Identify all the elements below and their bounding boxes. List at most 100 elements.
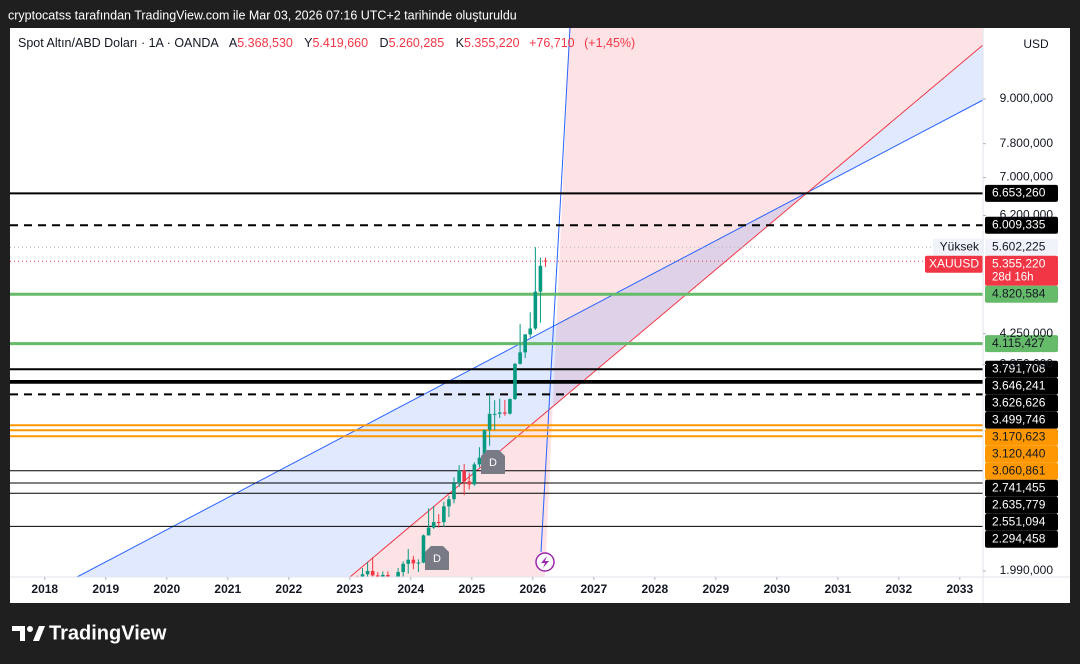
candle-body bbox=[452, 483, 456, 500]
brand-logo: TradingView bbox=[12, 622, 167, 644]
candle-body bbox=[442, 506, 446, 523]
x-tick-label: 2025 bbox=[458, 582, 485, 596]
change-pct: (+1,45%) bbox=[584, 36, 635, 50]
y-tick-label: 6.200,000 bbox=[1000, 208, 1054, 222]
brand-text: TradingView bbox=[49, 622, 167, 644]
trend-line bbox=[540, 28, 571, 553]
candle-body bbox=[370, 570, 375, 576]
y-tick-label: 7.000,000 bbox=[1000, 170, 1054, 184]
price-label: 6.009,335 bbox=[992, 217, 1046, 231]
candle-body bbox=[457, 470, 461, 484]
candle-body bbox=[523, 334, 527, 353]
candle-body bbox=[467, 481, 472, 485]
marker-label: D bbox=[489, 457, 497, 469]
candle-body bbox=[381, 574, 385, 577]
drawings bbox=[76, 28, 983, 577]
candle-body bbox=[447, 499, 451, 507]
price-label-box bbox=[985, 377, 1058, 395]
price-label-box bbox=[985, 479, 1058, 497]
price-label: 2.294,458 bbox=[992, 531, 1046, 545]
price-label-box bbox=[985, 530, 1058, 548]
price-label-box bbox=[985, 445, 1058, 463]
candle-body bbox=[538, 265, 543, 292]
candle-body bbox=[518, 352, 522, 364]
symbol-title: Spot Altın/ABD Doları · 1A · OANDA bbox=[18, 36, 219, 50]
price-tag-box bbox=[933, 238, 983, 256]
x-tick-label: 2030 bbox=[763, 582, 790, 596]
x-tick-label: 2021 bbox=[214, 582, 241, 596]
price-label: 2.635,779 bbox=[992, 497, 1046, 511]
price-label-box bbox=[985, 411, 1058, 429]
price-label: 3.060,861 bbox=[992, 463, 1046, 477]
candle-body bbox=[508, 399, 512, 414]
red-zone bbox=[350, 28, 983, 577]
candle-body bbox=[513, 363, 517, 400]
price-label: 4.115,427 bbox=[992, 336, 1045, 350]
price-label-box bbox=[985, 428, 1058, 446]
candle-body bbox=[411, 559, 416, 564]
x-tick-label: 2031 bbox=[824, 582, 851, 596]
price-label: 3.170,623 bbox=[992, 429, 1046, 443]
price-label: 2.741,455 bbox=[992, 480, 1046, 494]
candle-body bbox=[492, 413, 497, 415]
price-label: 6.653,260 bbox=[992, 186, 1046, 200]
x-tick-label: 2033 bbox=[946, 582, 973, 596]
y-tick-label: 3.850,000 bbox=[1000, 357, 1054, 371]
price-tag: Yüksek bbox=[940, 239, 980, 253]
x-tick-label: 2029 bbox=[702, 582, 729, 596]
candle-body bbox=[406, 559, 411, 564]
candle-body bbox=[497, 412, 502, 414]
price-label-box bbox=[985, 513, 1058, 531]
candle-body bbox=[426, 527, 431, 536]
candle-body bbox=[416, 562, 421, 564]
ohlc-value: 5.260,285 bbox=[389, 36, 445, 50]
price-label-box bbox=[985, 335, 1058, 353]
candle-body bbox=[396, 572, 400, 577]
price-label: 5.355,220 bbox=[992, 256, 1046, 270]
x-tick-label: 2019 bbox=[92, 582, 119, 596]
candle-body bbox=[462, 470, 466, 482]
price-label: 3.791,708 bbox=[992, 361, 1046, 375]
ohlc-key: Y bbox=[304, 36, 313, 50]
y-tick-label: 7.800,000 bbox=[1000, 136, 1054, 150]
candle-body bbox=[487, 413, 492, 430]
price-label: 3.626,626 bbox=[992, 395, 1046, 409]
candle-body bbox=[365, 570, 370, 575]
price-label-box bbox=[985, 255, 1058, 286]
ohlc-value: 5.368,530 bbox=[237, 36, 293, 50]
price-label: 5.602,225 bbox=[992, 239, 1046, 253]
event-icon bbox=[535, 552, 555, 572]
candles bbox=[356, 247, 548, 577]
y-tick-label: 1.990,000 bbox=[1000, 563, 1054, 577]
trend-line bbox=[76, 99, 983, 577]
price-label-box bbox=[985, 285, 1058, 303]
candle-body bbox=[533, 291, 538, 329]
candle-body bbox=[482, 429, 487, 458]
currency: USD bbox=[1023, 37, 1049, 51]
price-label: 3.646,241 bbox=[992, 378, 1046, 392]
price-label-box bbox=[985, 496, 1058, 514]
candle-body bbox=[503, 412, 507, 414]
candle-body bbox=[528, 328, 533, 335]
marker: D bbox=[481, 450, 505, 474]
price-tag-box bbox=[925, 255, 983, 273]
candle-body bbox=[477, 457, 482, 465]
price-label: 4.820,584 bbox=[992, 286, 1046, 300]
change: +76,710 bbox=[529, 36, 575, 50]
price-label-box bbox=[985, 184, 1058, 202]
legend: Spot Altın/ABD Doları · 1A · OANDA A5.36… bbox=[18, 36, 635, 50]
candle-body bbox=[543, 260, 548, 262]
x-tick-label: 2024 bbox=[397, 582, 424, 596]
marker-label: D bbox=[433, 553, 441, 565]
price-label-box bbox=[985, 360, 1058, 378]
candle-body bbox=[386, 574, 390, 577]
ohlc-value: 5.355,220 bbox=[464, 36, 520, 50]
candle-body bbox=[436, 522, 441, 524]
price-tag: XAUUSD bbox=[929, 256, 979, 270]
marker: D bbox=[425, 546, 449, 570]
ohlc-key: K bbox=[456, 36, 465, 50]
countdown: 28d 16h bbox=[992, 272, 1034, 284]
x-tick-label: 2027 bbox=[580, 582, 607, 596]
x-tick-label: 2023 bbox=[336, 582, 363, 596]
